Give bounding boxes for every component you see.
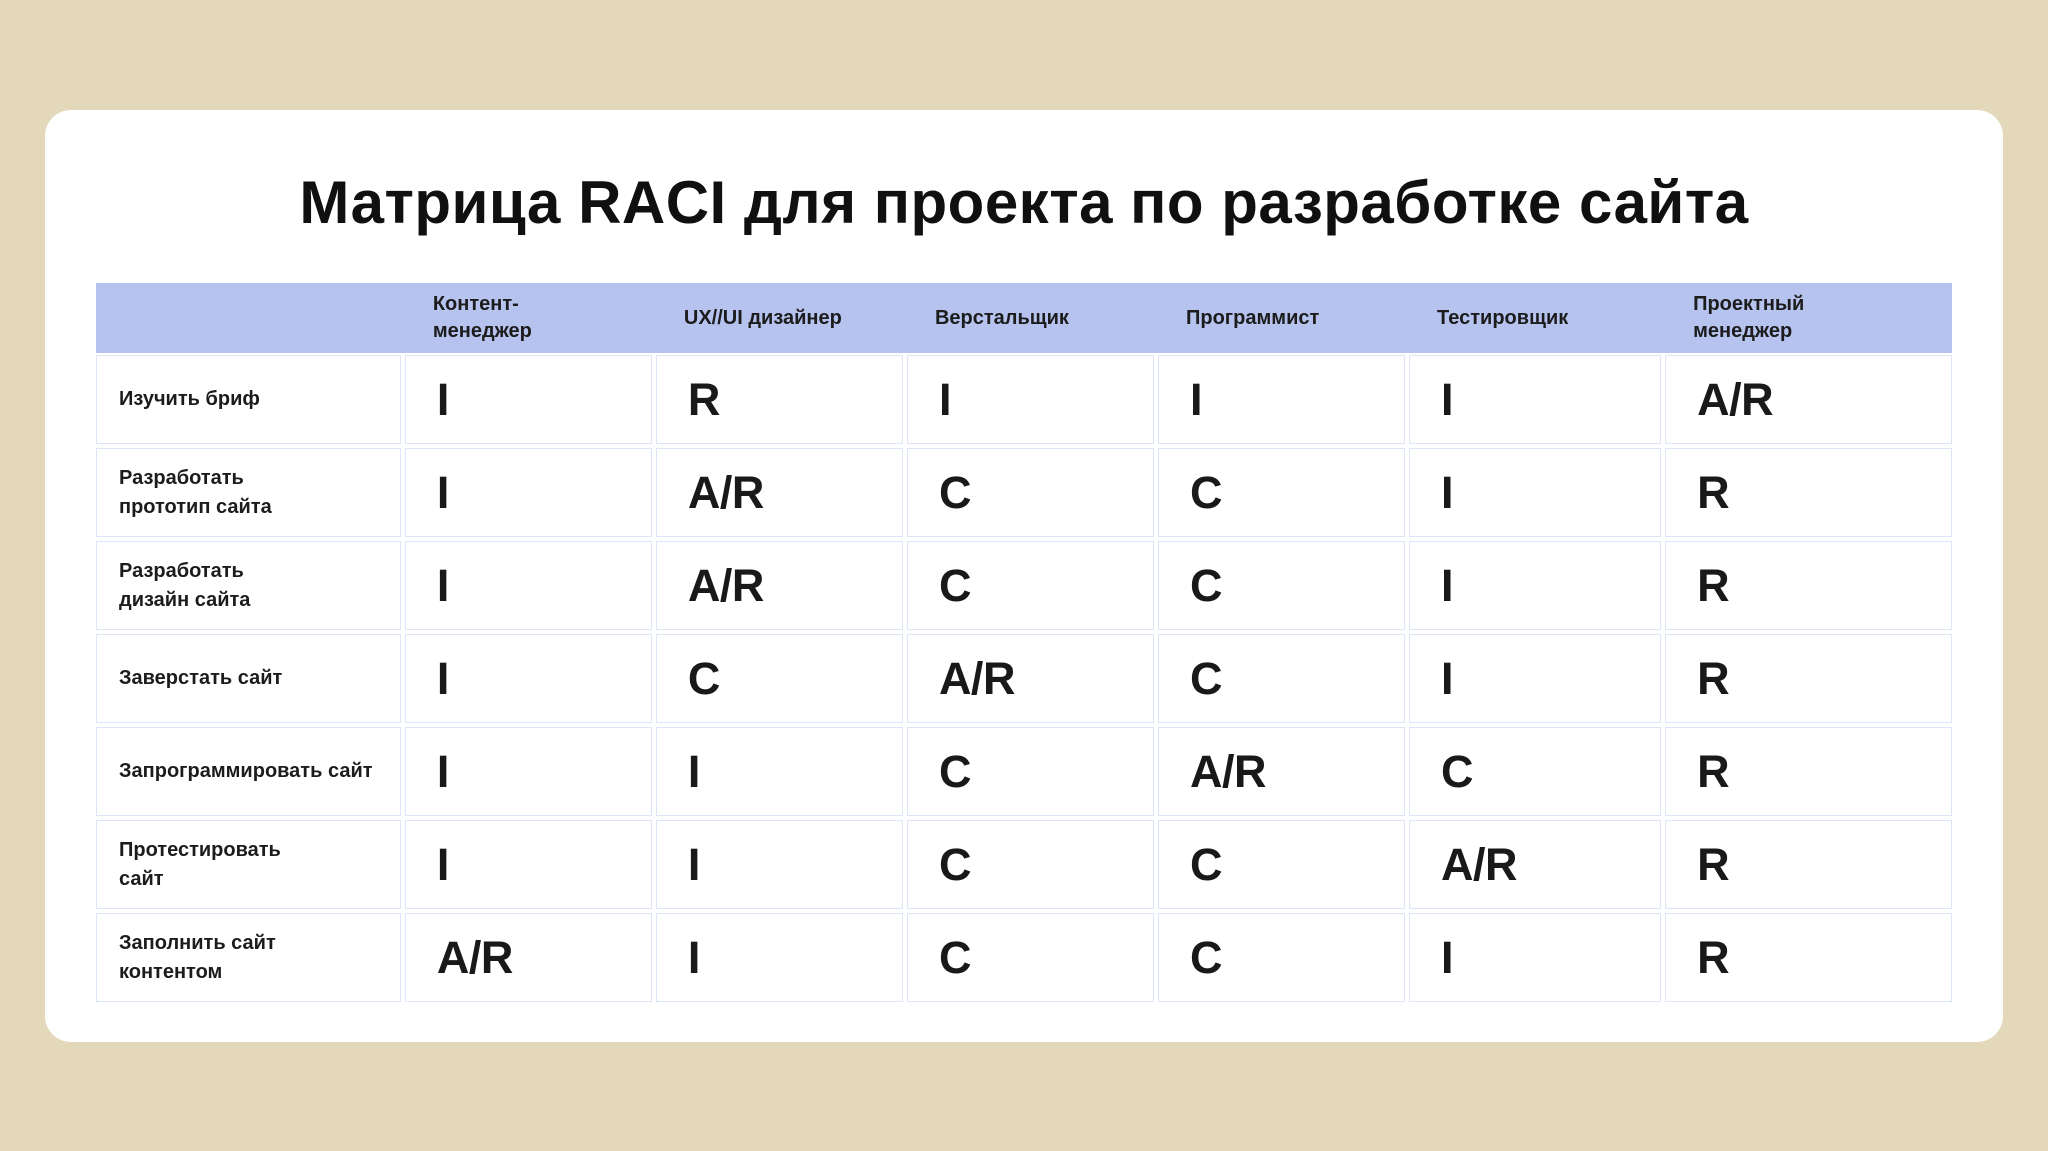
raci-cell: C bbox=[906, 541, 1154, 630]
raci-cell: A/R bbox=[1409, 820, 1662, 909]
raci-cell: I bbox=[1409, 448, 1662, 537]
task-cell: Протестировать сайт bbox=[96, 820, 401, 909]
raci-cell: A/R bbox=[404, 913, 652, 1002]
raci-cell: I bbox=[1409, 355, 1662, 444]
raci-cell: C bbox=[906, 820, 1154, 909]
raci-cell: R bbox=[655, 355, 903, 444]
table-header-row: Контент- менеджер UX//UI дизайнер Верста… bbox=[96, 283, 1952, 353]
header-cell-task bbox=[96, 283, 401, 353]
task-cell: Заполнить сайт контентом bbox=[96, 913, 401, 1002]
raci-cell: C bbox=[1158, 448, 1406, 537]
raci-cell: A/R bbox=[1665, 355, 1952, 444]
raci-cell: R bbox=[1665, 913, 1952, 1002]
raci-cell: A/R bbox=[655, 448, 903, 537]
raci-cell: I bbox=[655, 913, 903, 1002]
raci-cell: R bbox=[1665, 727, 1952, 816]
raci-cell: I bbox=[404, 355, 652, 444]
content-card: Матрица RACI для проекта по разработке с… bbox=[45, 110, 2003, 1042]
header-cell-content-manager: Контент- менеджер bbox=[432, 293, 532, 342]
raci-cell: R bbox=[1665, 541, 1952, 630]
raci-cell: C bbox=[1158, 913, 1406, 1002]
header-cell-tester: Тестировщик bbox=[1437, 306, 1569, 329]
raci-cell: C bbox=[906, 913, 1154, 1002]
raci-cell: I bbox=[1409, 634, 1662, 723]
raci-cell: C bbox=[906, 727, 1154, 816]
raci-cell: I bbox=[906, 355, 1154, 444]
header-cell-programmer: Программист bbox=[1186, 306, 1320, 329]
raci-cell: A/R bbox=[655, 541, 903, 630]
raci-cell: C bbox=[906, 448, 1154, 537]
raci-cell: I bbox=[1409, 913, 1662, 1002]
raci-cell: I bbox=[404, 541, 652, 630]
raci-cell: A/R bbox=[1158, 727, 1406, 816]
task-cell: Заверстать сайт bbox=[96, 634, 401, 723]
raci-cell: R bbox=[1665, 634, 1952, 723]
raci-cell: A/R bbox=[906, 634, 1154, 723]
raci-cell: C bbox=[1158, 541, 1406, 630]
raci-cell: C bbox=[1158, 820, 1406, 909]
task-cell: Изучить бриф bbox=[96, 355, 401, 444]
page-title: Матрица RACI для проекта по разработке с… bbox=[299, 169, 1749, 236]
task-cell: Разработать прототип сайта bbox=[96, 448, 401, 537]
raci-cell: I bbox=[404, 448, 652, 537]
raci-cell: I bbox=[655, 820, 903, 909]
raci-cell: I bbox=[404, 727, 652, 816]
raci-cell: C bbox=[1158, 634, 1406, 723]
raci-cell: R bbox=[1665, 448, 1952, 537]
raci-cell: I bbox=[404, 634, 652, 723]
raci-cell: R bbox=[1665, 820, 1952, 909]
raci-cell: I bbox=[655, 727, 903, 816]
raci-cell: C bbox=[655, 634, 903, 723]
table-body: Изучить бриф I R I I I A/R Разработать п… bbox=[96, 355, 1952, 1002]
task-cell: Разработать дизайн сайта bbox=[96, 541, 401, 630]
header-cell-project-manager: Проектный менеджер bbox=[1693, 293, 1805, 342]
header-cell-uxui-designer: UX//UI дизайнер bbox=[683, 306, 842, 329]
task-cell: Запрограммировать сайт bbox=[96, 727, 401, 816]
raci-table: Контент- менеджер UX//UI дизайнер Верста… bbox=[96, 283, 1952, 1002]
raci-cell: C bbox=[1409, 727, 1662, 816]
header-cell-layout-developer: Верстальщик bbox=[934, 306, 1069, 329]
raci-cell: I bbox=[1409, 541, 1662, 630]
raci-cell: I bbox=[1158, 355, 1406, 444]
raci-cell: I bbox=[404, 820, 652, 909]
